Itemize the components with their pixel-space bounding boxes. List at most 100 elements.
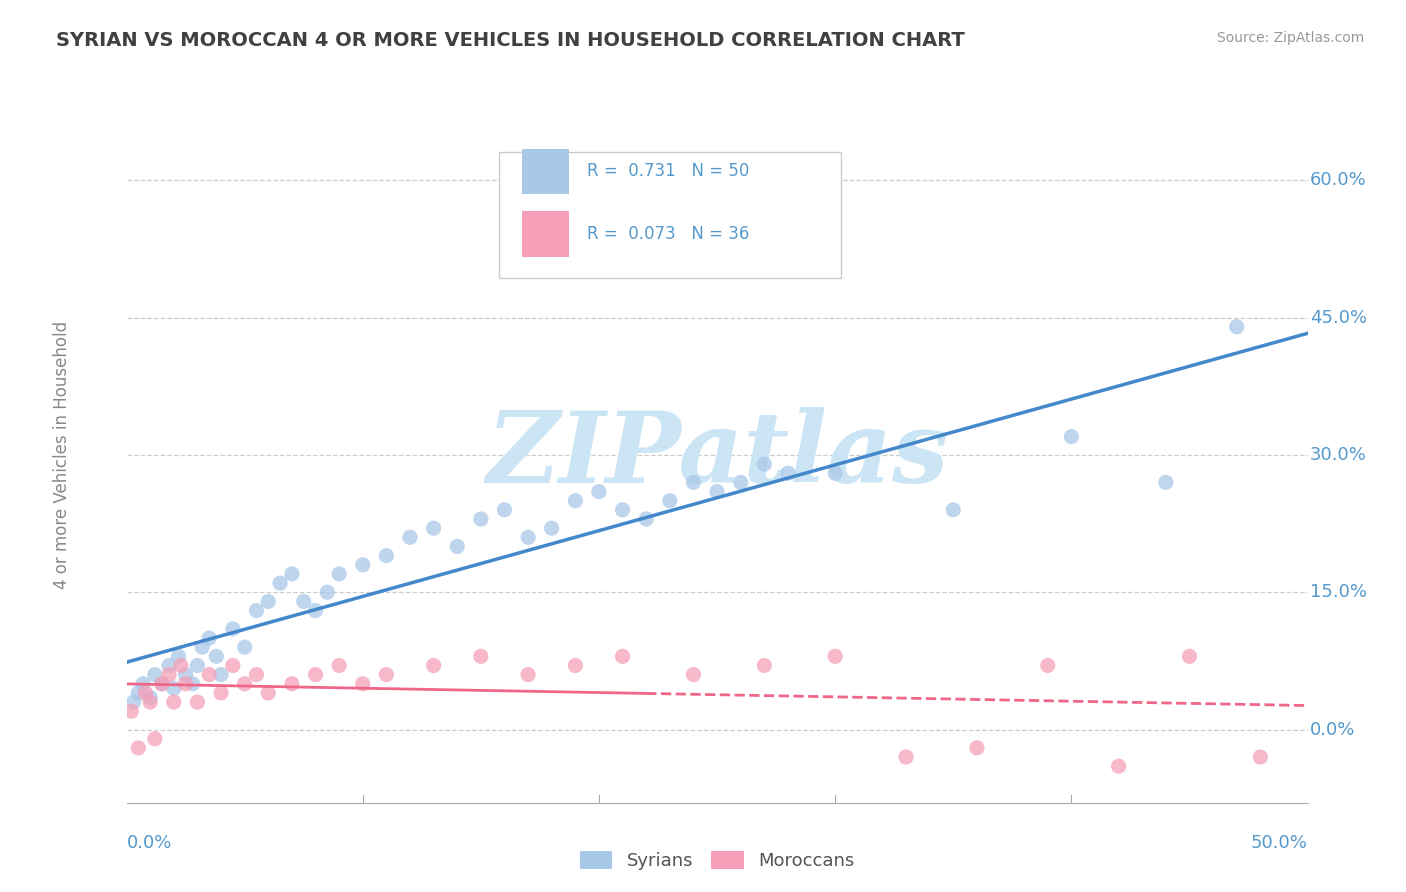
Point xyxy=(754,457,776,471)
Point xyxy=(682,667,704,681)
Point xyxy=(824,649,846,664)
Point xyxy=(167,649,190,664)
Point xyxy=(181,677,204,691)
Point xyxy=(245,603,267,617)
Point xyxy=(170,658,193,673)
Point xyxy=(1249,750,1271,764)
Text: 30.0%: 30.0% xyxy=(1310,446,1367,464)
Point xyxy=(191,640,214,655)
Point xyxy=(352,677,374,691)
Point xyxy=(233,677,256,691)
Text: SYRIAN VS MOROCCAN 4 OR MORE VEHICLES IN HOUSEHOLD CORRELATION CHART: SYRIAN VS MOROCCAN 4 OR MORE VEHICLES IN… xyxy=(56,31,965,50)
Point xyxy=(588,484,610,499)
Point xyxy=(706,484,728,499)
Point xyxy=(209,686,232,700)
Text: 4 or more Vehicles in Household: 4 or more Vehicles in Household xyxy=(52,321,70,589)
Point xyxy=(942,503,965,517)
Point xyxy=(139,690,162,705)
Point xyxy=(150,677,173,691)
Point xyxy=(682,475,704,490)
Point xyxy=(1060,429,1083,443)
Point xyxy=(470,512,492,526)
Text: R =  0.073   N = 36: R = 0.073 N = 36 xyxy=(588,225,749,243)
Point xyxy=(564,658,586,673)
Point xyxy=(612,649,634,664)
Point xyxy=(612,503,634,517)
Point xyxy=(304,603,326,617)
Point xyxy=(517,530,540,544)
Point xyxy=(399,530,422,544)
Point xyxy=(540,521,562,535)
Point xyxy=(1108,759,1130,773)
Text: R =  0.731   N = 50: R = 0.731 N = 50 xyxy=(588,162,749,180)
Point xyxy=(422,658,444,673)
Text: 15.0%: 15.0% xyxy=(1310,583,1367,601)
Point xyxy=(245,667,267,681)
FancyBboxPatch shape xyxy=(522,149,569,194)
Point xyxy=(120,704,142,718)
Point xyxy=(1226,319,1249,334)
Text: 45.0%: 45.0% xyxy=(1310,309,1367,326)
Point xyxy=(776,467,799,481)
Point xyxy=(281,566,304,581)
Point xyxy=(352,558,374,572)
Point xyxy=(316,585,339,599)
Point xyxy=(1036,658,1059,673)
Point xyxy=(894,750,917,764)
Point xyxy=(205,649,228,664)
Point xyxy=(269,576,291,591)
Point xyxy=(209,667,232,681)
Text: 50.0%: 50.0% xyxy=(1251,834,1308,852)
Point xyxy=(186,695,208,709)
Point xyxy=(375,667,398,681)
Point xyxy=(328,658,350,673)
FancyBboxPatch shape xyxy=(522,211,569,257)
Point xyxy=(517,667,540,681)
Point xyxy=(446,540,468,554)
Point xyxy=(198,667,221,681)
Point xyxy=(157,667,180,681)
Point xyxy=(1178,649,1201,664)
Point xyxy=(127,740,149,755)
Legend: Syrians, Moroccans: Syrians, Moroccans xyxy=(572,844,862,877)
Text: Source: ZipAtlas.com: Source: ZipAtlas.com xyxy=(1216,31,1364,45)
Point xyxy=(281,677,304,691)
Point xyxy=(257,594,280,608)
Point xyxy=(186,658,208,673)
Point xyxy=(636,512,658,526)
Point xyxy=(143,731,166,746)
Point xyxy=(174,667,197,681)
Point xyxy=(127,686,149,700)
Point xyxy=(122,695,145,709)
Point xyxy=(292,594,315,608)
Point xyxy=(422,521,444,535)
Point xyxy=(564,493,586,508)
Point xyxy=(233,640,256,655)
Point xyxy=(328,566,350,581)
Point xyxy=(222,658,245,673)
Point xyxy=(157,658,180,673)
Point xyxy=(163,681,186,696)
Text: 0.0%: 0.0% xyxy=(127,834,172,852)
Point xyxy=(494,503,516,517)
Point xyxy=(222,622,245,636)
Point xyxy=(1154,475,1177,490)
Text: 60.0%: 60.0% xyxy=(1310,171,1367,189)
Point xyxy=(966,740,988,755)
Point xyxy=(375,549,398,563)
Text: 0.0%: 0.0% xyxy=(1310,721,1355,739)
Point xyxy=(198,631,221,645)
Point xyxy=(658,493,681,508)
Point xyxy=(143,667,166,681)
Point xyxy=(174,677,197,691)
Point xyxy=(730,475,752,490)
Point xyxy=(132,677,155,691)
Point xyxy=(257,686,280,700)
Point xyxy=(754,658,776,673)
FancyBboxPatch shape xyxy=(499,153,841,277)
Point xyxy=(824,467,846,481)
Text: ZIPatlas: ZIPatlas xyxy=(486,407,948,503)
Point xyxy=(470,649,492,664)
Point xyxy=(134,686,156,700)
Point xyxy=(150,677,173,691)
